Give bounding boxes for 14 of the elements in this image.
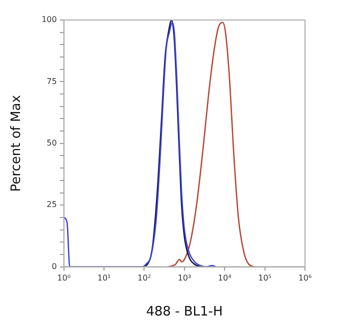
x-tick-label: 10¹ bbox=[97, 274, 111, 283]
y-tick-label: 25 bbox=[46, 200, 57, 210]
x-tick-label: 10⁴ bbox=[218, 274, 232, 283]
y-tick-label: 50 bbox=[46, 138, 57, 148]
x-tick-label: 10² bbox=[138, 274, 151, 283]
y-tick-label: 100 bbox=[42, 15, 57, 24]
x-axis-title: 488 - BL1-H bbox=[146, 304, 223, 320]
y-tick-label: 0 bbox=[52, 262, 57, 271]
x-tick-label: 10⁵ bbox=[258, 274, 272, 283]
x-tick-label: 10⁶ bbox=[298, 274, 312, 283]
y-axis-title: Percent of Max bbox=[9, 94, 24, 192]
y-tick-label: 75 bbox=[46, 76, 57, 86]
x-tick-label: 10³ bbox=[178, 274, 192, 283]
x-tick-label: 10⁰ bbox=[57, 274, 71, 283]
